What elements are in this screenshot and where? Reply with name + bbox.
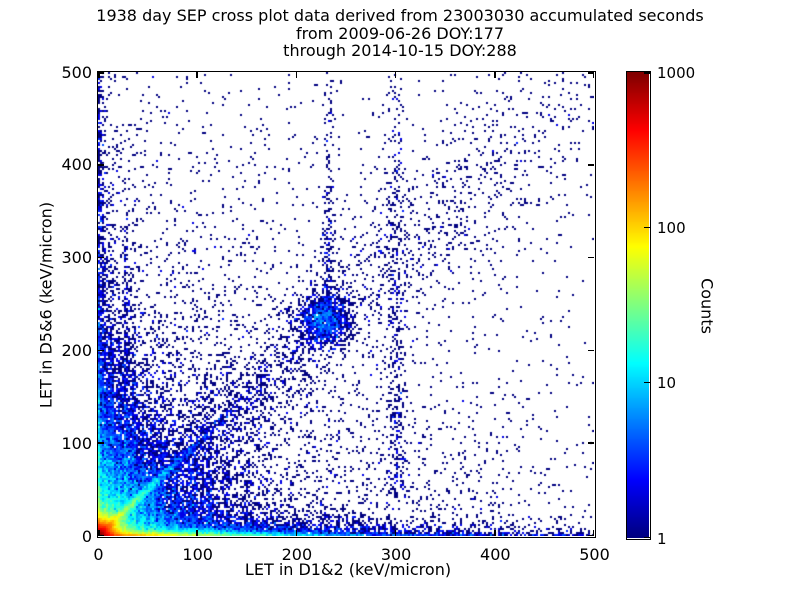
colorbar-label: Counts — [697, 278, 717, 334]
x-axis-tick — [592, 530, 594, 536]
y-axis-tick — [98, 164, 104, 166]
title-line-2: from 2009-06-26 DOY:177 — [295, 23, 504, 43]
y-axis-tick — [98, 442, 104, 444]
colorbar-tick — [644, 226, 650, 229]
scatter-density-canvas — [98, 72, 594, 536]
x-tick-label: 100 — [182, 545, 213, 564]
y-tick-label: 0 — [81, 526, 92, 546]
y-tick-label: 500 — [61, 62, 92, 82]
y-axis-tick — [588, 534, 594, 536]
x-axis-tick — [295, 530, 298, 536]
x-axis-tick — [98, 530, 100, 536]
y-axis-tick — [588, 72, 594, 74]
x-axis-tick — [196, 72, 198, 78]
y-axis-tick — [588, 442, 594, 444]
x-axis-tick — [295, 72, 298, 78]
x-axis-tick — [394, 530, 397, 536]
x-tick-label: 200 — [281, 545, 313, 564]
colorbar-tick-label: 1000 — [657, 63, 696, 82]
plot-area — [97, 71, 596, 538]
colorbar-tick-label: 10 — [657, 374, 677, 393]
colorbar-tick-label: 100 — [657, 218, 686, 237]
y-axis-tick — [588, 349, 594, 352]
y-axis-tick — [588, 256, 594, 259]
x-axis-tick — [592, 72, 594, 78]
chart-title: 1938 day SEP cross plot data derived fro… — [0, 7, 800, 60]
y-tick-label: 200 — [61, 340, 92, 360]
x-tick-label: 300 — [380, 545, 412, 564]
x-tick-label: 0 — [93, 545, 104, 564]
y-axis-tick — [98, 349, 104, 352]
y-tick-label: 300 — [61, 248, 92, 268]
x-tick-label: 400 — [480, 545, 511, 564]
x-tick-label: 500 — [579, 545, 610, 564]
y-axis-tick — [588, 164, 594, 166]
x-axis-label: LET in D1&2 (keV/micron) — [244, 560, 452, 579]
y-axis-tick — [98, 534, 104, 536]
colorbar-tick — [644, 536, 650, 538]
title-line-1: 1938 day SEP cross plot data derived fro… — [96, 6, 704, 25]
x-axis-tick — [494, 72, 496, 78]
x-axis-tick — [98, 72, 100, 78]
y-axis-label: LET in D5&6 (keV/micron) — [36, 201, 56, 409]
y-tick-label: 400 — [61, 155, 92, 175]
y-tick-label: 100 — [61, 433, 92, 453]
x-axis-tick — [196, 530, 198, 536]
x-axis-tick — [494, 530, 496, 536]
colorbar — [626, 71, 651, 540]
y-axis-tick — [98, 72, 104, 74]
colorbar-tick — [644, 381, 650, 384]
colorbar-canvas — [627, 72, 649, 538]
title-line-3: through 2014-10-15 DOY:288 — [283, 41, 517, 60]
x-axis-tick — [394, 72, 397, 78]
colorbar-tick-label: 1 — [657, 529, 667, 548]
colorbar-tick — [644, 72, 650, 74]
y-axis-tick — [98, 256, 104, 259]
